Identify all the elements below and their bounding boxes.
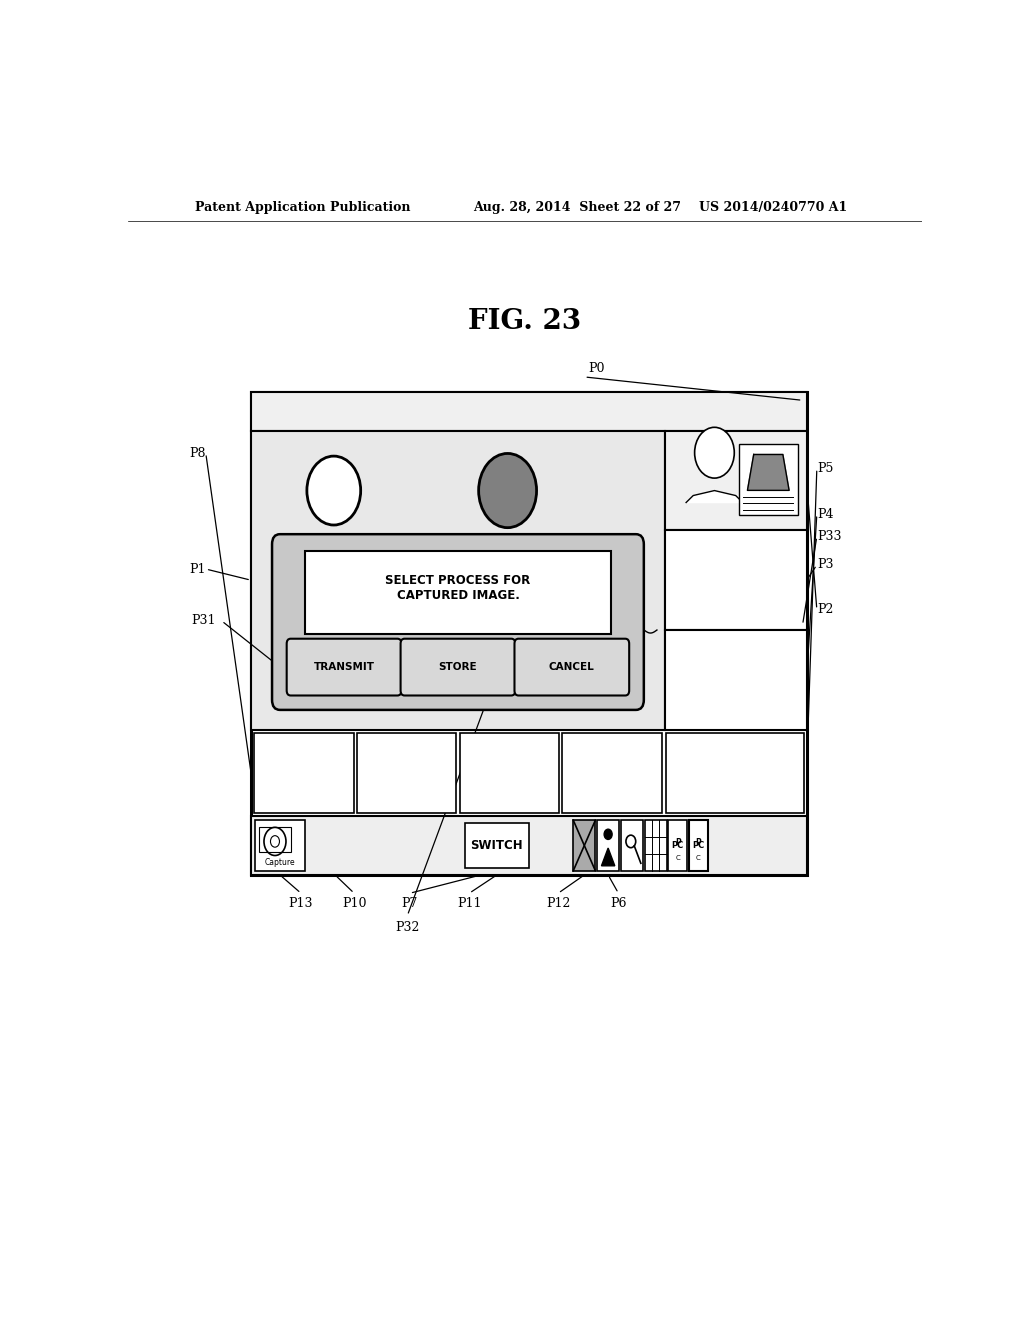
FancyBboxPatch shape	[287, 639, 401, 696]
FancyBboxPatch shape	[251, 392, 807, 430]
FancyBboxPatch shape	[597, 820, 620, 871]
Text: P2: P2	[817, 603, 834, 616]
Circle shape	[478, 454, 537, 528]
FancyBboxPatch shape	[665, 430, 807, 531]
Text: Patent Application Publication: Patent Application Publication	[196, 201, 411, 214]
FancyBboxPatch shape	[251, 816, 807, 875]
FancyBboxPatch shape	[460, 733, 559, 813]
Text: Aug. 28, 2014  Sheet 22 of 27: Aug. 28, 2014 Sheet 22 of 27	[473, 201, 681, 214]
FancyBboxPatch shape	[573, 820, 595, 871]
Text: P1: P1	[189, 562, 206, 576]
Text: P0: P0	[588, 362, 605, 375]
FancyBboxPatch shape	[665, 531, 807, 630]
FancyBboxPatch shape	[689, 820, 708, 871]
FancyBboxPatch shape	[356, 733, 457, 813]
FancyBboxPatch shape	[738, 444, 798, 516]
FancyBboxPatch shape	[465, 824, 528, 867]
Text: P5: P5	[817, 462, 834, 475]
Text: CANCEL: CANCEL	[549, 663, 595, 672]
FancyBboxPatch shape	[251, 430, 665, 730]
Text: P7: P7	[401, 898, 418, 911]
Text: Capture: Capture	[264, 858, 295, 867]
Text: P30: P30	[420, 540, 444, 553]
Text: SWITCH: SWITCH	[470, 840, 523, 851]
Circle shape	[694, 428, 734, 478]
Polygon shape	[601, 847, 614, 866]
FancyBboxPatch shape	[305, 550, 611, 635]
Text: P12: P12	[546, 898, 570, 911]
Text: P8: P8	[189, 446, 206, 459]
Text: P3: P3	[817, 558, 834, 572]
Text: P13: P13	[289, 898, 313, 911]
Text: P: P	[675, 838, 681, 847]
Polygon shape	[748, 454, 790, 490]
FancyBboxPatch shape	[667, 733, 804, 813]
Text: P33: P33	[817, 531, 842, 543]
Text: PC: PC	[672, 841, 684, 850]
FancyBboxPatch shape	[272, 535, 644, 710]
FancyBboxPatch shape	[645, 820, 667, 871]
FancyBboxPatch shape	[251, 392, 807, 875]
Text: C: C	[696, 855, 700, 861]
FancyBboxPatch shape	[665, 630, 807, 730]
FancyBboxPatch shape	[254, 733, 353, 813]
FancyBboxPatch shape	[669, 820, 687, 871]
FancyBboxPatch shape	[400, 639, 515, 696]
FancyBboxPatch shape	[514, 639, 629, 696]
Polygon shape	[286, 548, 381, 626]
Circle shape	[307, 457, 360, 525]
FancyBboxPatch shape	[255, 820, 305, 871]
Circle shape	[604, 829, 612, 840]
Text: P6: P6	[610, 898, 627, 911]
Text: P31: P31	[190, 614, 215, 627]
FancyBboxPatch shape	[621, 820, 643, 871]
Text: SELECT PROCESS FOR
CAPTURED IMAGE.: SELECT PROCESS FOR CAPTURED IMAGE.	[385, 574, 530, 602]
FancyBboxPatch shape	[562, 733, 662, 813]
Text: TRANSMIT: TRANSMIT	[313, 663, 375, 672]
Text: US 2014/0240770 A1: US 2014/0240770 A1	[699, 201, 848, 214]
Text: PC: PC	[692, 841, 705, 850]
Text: P4: P4	[817, 508, 834, 520]
Text: FIG. 23: FIG. 23	[468, 308, 582, 334]
Text: P11: P11	[457, 898, 481, 911]
Text: P10: P10	[342, 898, 367, 911]
Text: STORE: STORE	[438, 663, 477, 672]
Polygon shape	[458, 550, 557, 649]
Text: C: C	[676, 855, 680, 861]
Text: P: P	[695, 838, 701, 847]
Text: P32: P32	[395, 921, 420, 933]
Polygon shape	[686, 491, 742, 503]
